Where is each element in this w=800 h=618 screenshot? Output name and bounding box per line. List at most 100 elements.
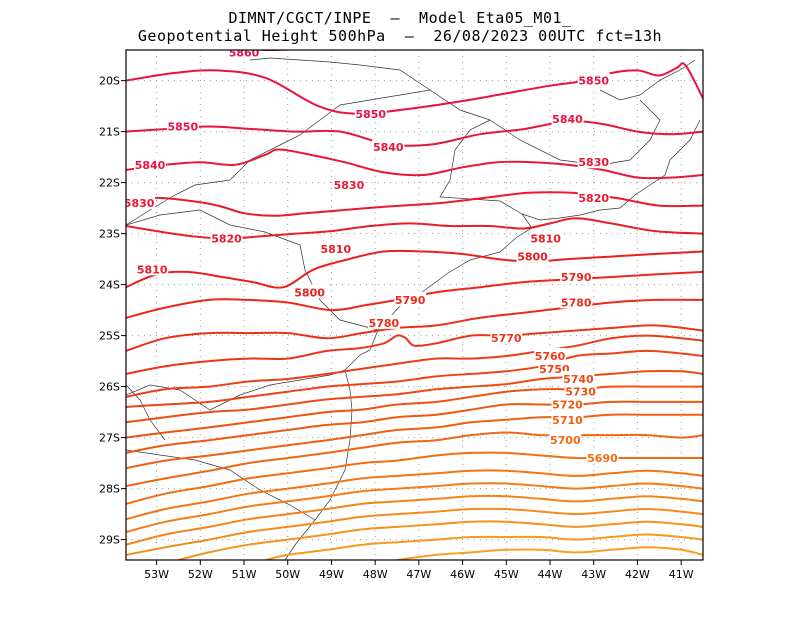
contour-label: 5830 — [578, 156, 609, 169]
lon-tick-label: 43W — [581, 568, 606, 581]
contour-label-bg — [126, 195, 156, 209]
contour-label-bg — [228, 50, 261, 59]
contour-5640 — [177, 520, 703, 560]
contour-label: 5790 — [395, 294, 426, 307]
contour-5860 — [252, 50, 300, 52]
contour-label: 5860 — [229, 47, 260, 60]
contour-label: 5740 — [563, 373, 594, 386]
contour-label: 5810 — [530, 233, 561, 246]
contour-5730 — [126, 385, 703, 439]
contour-label: 5820 — [578, 192, 609, 205]
state-border-sc-rs — [126, 449, 316, 521]
contour-label: 5690 — [587, 452, 618, 465]
contour-label: 5800 — [294, 286, 325, 299]
contour-label-bg — [564, 383, 597, 398]
contour-label-bg — [134, 156, 167, 171]
contour-label-bg — [560, 294, 593, 309]
contour-label-bg — [551, 411, 584, 426]
state-border-mg-rj — [489, 99, 661, 166]
lon-tick-label: 44W — [538, 568, 563, 581]
contour-5680 — [126, 469, 703, 521]
lon-tick-label: 45W — [494, 568, 519, 581]
contour-label: 5850 — [168, 121, 199, 134]
contour-5650 — [126, 507, 703, 556]
contour-label: 5830 — [334, 179, 365, 192]
contour-label: 5730 — [565, 386, 596, 399]
contour-label-bg — [293, 284, 326, 299]
contour-label-bg — [210, 230, 243, 245]
contour-label-bg — [534, 348, 567, 362]
contour-5800 — [126, 249, 703, 289]
contour-label: 5810 — [137, 263, 168, 276]
coastline-rj — [521, 119, 701, 221]
lat-lon-grid — [126, 50, 703, 560]
contour-label: 5810 — [321, 243, 352, 256]
contour-label-bg — [577, 72, 610, 87]
contour-label-bg — [551, 396, 584, 411]
contour-label: 5840 — [135, 159, 166, 172]
contour-label-bg — [136, 261, 169, 276]
contour-label-bg — [372, 138, 405, 153]
title-line-2: Geopotential Height 500hPa – 26/08/2023 … — [137, 27, 663, 45]
title-line-1: DIMNT/CGCT/INPE – Model Eta05_M01_ — [228, 9, 572, 27]
contour-label: 5850 — [578, 75, 609, 88]
state-border-es — [599, 59, 696, 101]
lat-tick-label: 28S — [99, 483, 120, 496]
contour-5670 — [126, 482, 703, 533]
contour-label-bg — [367, 314, 400, 329]
contour-label-bg — [319, 240, 352, 255]
contour-label-bg — [516, 248, 549, 263]
lat-tick-label: 23S — [99, 228, 120, 241]
contour-label: 5760 — [535, 350, 566, 363]
lat-tick-label: 20S — [99, 75, 120, 88]
longitude-axis: 53W 52W 51W 50W 49W 48W 47W 46W 45W 44W 43W 42W 41W — [144, 560, 694, 581]
contour-label-bg — [332, 177, 365, 192]
height-contours — [126, 50, 703, 560]
contour-label-bg — [354, 105, 387, 120]
lon-tick-label: 41W — [669, 568, 694, 581]
contour-5710 — [126, 413, 703, 470]
contour-5740 — [126, 370, 703, 424]
contour-5720 — [126, 400, 703, 454]
contour-label-bg — [490, 330, 523, 345]
contour-label: 5820 — [211, 233, 242, 246]
contour-5690 — [126, 451, 703, 505]
lat-tick-label: 29S — [99, 534, 120, 547]
contour-5760 — [126, 334, 703, 398]
state-border-mg-es — [249, 57, 431, 91]
contour-label-bg — [586, 450, 619, 464]
lat-tick-label: 25S — [99, 330, 120, 343]
contour-label: 5790 — [561, 271, 592, 284]
lon-tick-label: 49W — [319, 568, 344, 581]
lat-tick-label: 26S — [99, 381, 120, 394]
lon-tick-label: 53W — [144, 568, 169, 581]
contour-5820 — [126, 191, 703, 217]
contour-label: 5710 — [552, 414, 583, 427]
lon-tick-label: 48W — [363, 568, 388, 581]
lat-tick-label: 24S — [99, 279, 120, 292]
contour-5620 — [396, 546, 703, 560]
contour-label-bg — [538, 360, 571, 375]
contour-label-bg — [560, 268, 593, 283]
lat-tick-label: 22S — [99, 177, 120, 190]
latitude-axis: 20S 21S 22S 23S 24S 25S 26S 27S 28S 29S — [99, 75, 126, 547]
contour-label: 5780 — [369, 317, 400, 330]
lat-tick-label: 21S — [99, 126, 120, 139]
contour-label-bg — [394, 291, 427, 306]
contour-label-bg — [562, 370, 595, 385]
contour-label-bg — [549, 432, 582, 447]
lon-tick-label: 50W — [275, 568, 300, 581]
lat-tick-label: 27S — [99, 432, 120, 445]
contour-label: 5830 — [124, 197, 155, 210]
contour-label: 5840 — [552, 113, 583, 126]
contour-label: 5800 — [517, 251, 548, 264]
contour-5660 — [126, 494, 703, 546]
contour-5780 — [126, 298, 703, 352]
contour-5630 — [264, 533, 703, 560]
contour-label: 5850 — [355, 108, 386, 121]
contour-label: 5770 — [491, 332, 522, 345]
contour-5840 — [126, 120, 703, 147]
contour-label-bg — [577, 154, 610, 169]
contour-5770 — [126, 324, 703, 375]
